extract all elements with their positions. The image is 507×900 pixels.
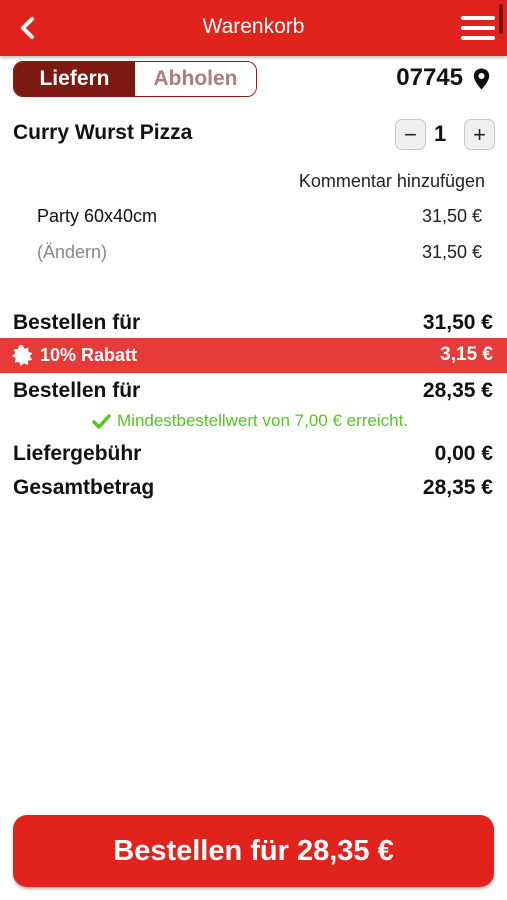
quantity-decrease-button[interactable]: − [395,119,426,150]
total-value: 28,35 € [422,476,493,499]
discounted-subtotal-label: Bestellen für [13,379,141,402]
discounted-subtotal-value: 28,35 € [422,379,493,402]
delivery-mode-toggle: Liefern Abholen [13,61,257,97]
total-label: Gesamtbetrag [13,476,155,499]
checkmark-icon [92,414,111,429]
item-total-price: 31,50 € [421,242,482,262]
min-order-status: Mindestbestellwert von 7,00 € erreicht. [117,411,409,430]
toggle-option-pickup[interactable]: Abholen [135,62,256,96]
subtotal-value: 31,50 € [422,311,493,334]
map-pin-icon[interactable] [473,68,490,90]
zip-code[interactable]: 07745 [396,64,463,91]
cart-item-name: Curry Wurst Pizza [13,121,193,144]
discount-value: 3,15 € [440,344,493,365]
quantity-value: 1 [434,121,447,146]
header-bar: Warenkorb [0,0,507,56]
add-comment-link[interactable]: Kommentar hinzufügen [298,171,485,191]
place-order-button[interactable]: Bestellen für 28,35 € [13,815,494,887]
item-size-label: Party 60x40cm [37,206,158,226]
delivery-fee-value: 0,00 € [434,442,493,465]
toggle-option-delivery[interactable]: Liefern [14,62,135,96]
change-item-link[interactable]: (Ändern) [37,242,108,262]
discount-row: 10% Rabatt 3,15 € [0,338,507,373]
chevron-left-icon[interactable] [14,14,42,42]
scrollbar-thumb[interactable] [499,4,503,34]
hamburger-menu-icon[interactable] [461,14,495,42]
item-size-price: 31,50 € [421,206,482,226]
delivery-fee-label: Liefergebühr [13,442,142,465]
quantity-increase-button[interactable]: + [464,119,495,150]
subtotal-label: Bestellen für [13,311,141,334]
discount-badge-icon [12,345,33,366]
discount-label: 10% Rabatt [40,345,138,365]
page-title: Warenkorb [202,15,305,38]
